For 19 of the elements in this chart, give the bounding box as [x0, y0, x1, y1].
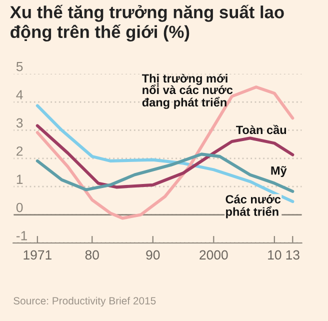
x-tick-label: 90	[146, 250, 160, 260]
y-tick-label: 0	[16, 202, 23, 212]
chart-title: Xu thế tăng trưởng năng suất lao động trên thế giới (%)	[10, 4, 284, 42]
series-label: Mỹ	[271, 166, 287, 178]
source-note: Source: Productivity Brief 2015	[14, 296, 156, 307]
y-tick-label: 2	[16, 146, 23, 156]
y-tick-label: 1	[16, 174, 23, 184]
y-tick-label: -1	[16, 231, 27, 240]
series-label: Các nước phát triển	[226, 194, 281, 218]
series-label: Thị trường mới nổi và các nước đang phát triển	[142, 74, 233, 109]
y-tick-label: 3	[16, 118, 23, 128]
x-tick-label: 2000	[200, 250, 228, 260]
y-tick-label: 4	[16, 90, 23, 100]
x-tick-label: 1971	[24, 250, 52, 260]
x-tick-label: 13	[286, 250, 300, 260]
x-tick-label: 10	[268, 250, 282, 260]
series-label: Toàn cầu	[236, 124, 286, 134]
y-tick-label: 5	[16, 62, 23, 72]
x-tick-label: 80	[85, 250, 99, 260]
